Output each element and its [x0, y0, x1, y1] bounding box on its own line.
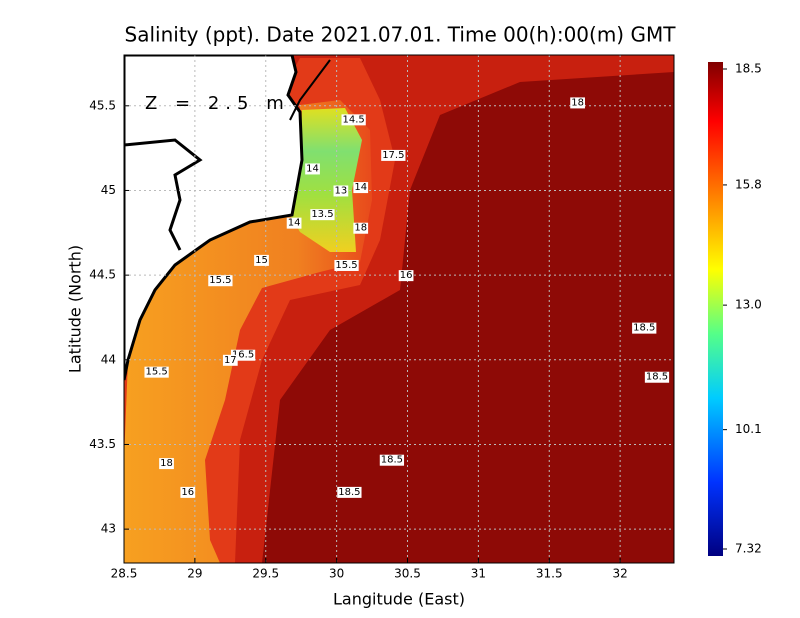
contour-label: 17 — [224, 355, 237, 366]
x-tick-label: 31 — [471, 567, 486, 581]
contour-label: 15.5 — [209, 275, 231, 286]
x-tick-label: 30.5 — [394, 567, 421, 581]
contour-label-bg — [305, 163, 320, 175]
field — [124, 55, 674, 563]
y-tick-label: 44.5 — [89, 268, 116, 282]
contour-label-bg — [208, 275, 233, 287]
contour-label-bg — [222, 354, 238, 366]
chart-title: Salinity (ppt). Date 2021.07.01. Time 00… — [125, 23, 677, 47]
contour-label: 18 — [354, 223, 367, 234]
contour-label: 14 — [306, 163, 319, 174]
contour-label-bg — [310, 209, 335, 221]
plot-frame — [123, 54, 675, 564]
contour-label: 18 — [571, 97, 584, 108]
contour-label-bg — [632, 322, 657, 334]
y-tick-label: 44 — [101, 352, 116, 366]
contour-label: 13.5 — [311, 209, 333, 220]
contour-label-bg — [334, 259, 359, 271]
contour-label-bg — [341, 114, 366, 126]
x-tick-label: 29.5 — [252, 567, 279, 581]
contour-label: 17.5 — [382, 150, 404, 161]
colorbar — [708, 62, 723, 556]
colorbar-label: 10.1 — [735, 422, 762, 436]
contour-label-bg — [180, 486, 196, 498]
contour-label: 18 — [160, 458, 173, 469]
y-tick-label: 45 — [101, 183, 116, 197]
colorbar-label: 7.32 — [735, 542, 762, 556]
contour-label: 15 — [255, 255, 268, 266]
contour-label: 16 — [181, 487, 194, 498]
contour-label-bg — [230, 349, 256, 361]
contour-label-bg — [353, 222, 369, 234]
contour-label-bg — [286, 217, 302, 229]
x-tick-label: 31.5 — [536, 567, 563, 581]
contour-label: 14 — [354, 182, 367, 193]
y-tick-label: 43.5 — [89, 437, 116, 451]
contour-label: 15.5 — [335, 260, 357, 271]
contour-label: 16.5 — [232, 350, 254, 361]
y-tick-label: 45.5 — [89, 98, 116, 112]
contour-label: 14.5 — [343, 114, 365, 125]
contour-label: 18.5 — [381, 455, 403, 466]
contour-label: 15.5 — [145, 367, 167, 378]
y-axis-label: Latitude (North) — [66, 245, 85, 373]
colorbar-label: 18.5 — [735, 62, 762, 76]
x-tick-label: 32 — [612, 567, 627, 581]
contour-label-bg — [254, 254, 269, 266]
contour-label: 18.5 — [338, 487, 360, 498]
contour-label-bg — [337, 486, 362, 498]
contour-label: 14 — [288, 218, 301, 229]
contour-label: 18.5 — [646, 372, 668, 383]
y-tick-label: 43 — [101, 522, 116, 536]
x-tick-label: 28.5 — [111, 567, 138, 581]
contour-label-bg — [353, 182, 369, 194]
contour-label-bg — [570, 97, 585, 109]
contour-label: 13 — [335, 185, 348, 196]
x-tick-label: 29 — [187, 567, 202, 581]
contour-label: 18.5 — [633, 323, 655, 334]
depth-label: Z = 2.5 m — [145, 93, 290, 114]
contour-label-bg — [381, 149, 406, 161]
x-tick-label: 30 — [329, 567, 344, 581]
contour-label-bg — [379, 454, 405, 466]
contour-label-bg — [398, 270, 414, 282]
colorbar-label: 13.0 — [735, 298, 762, 312]
contour-label-bg — [159, 458, 174, 470]
contour-label: 16 — [400, 270, 413, 281]
contour-label-bg — [144, 366, 169, 378]
x-axis-label: Langitude (East) — [333, 590, 465, 609]
colorbar-label: 15.8 — [735, 177, 762, 191]
contour-label-bg — [333, 185, 349, 197]
contour-label-bg — [644, 371, 670, 383]
